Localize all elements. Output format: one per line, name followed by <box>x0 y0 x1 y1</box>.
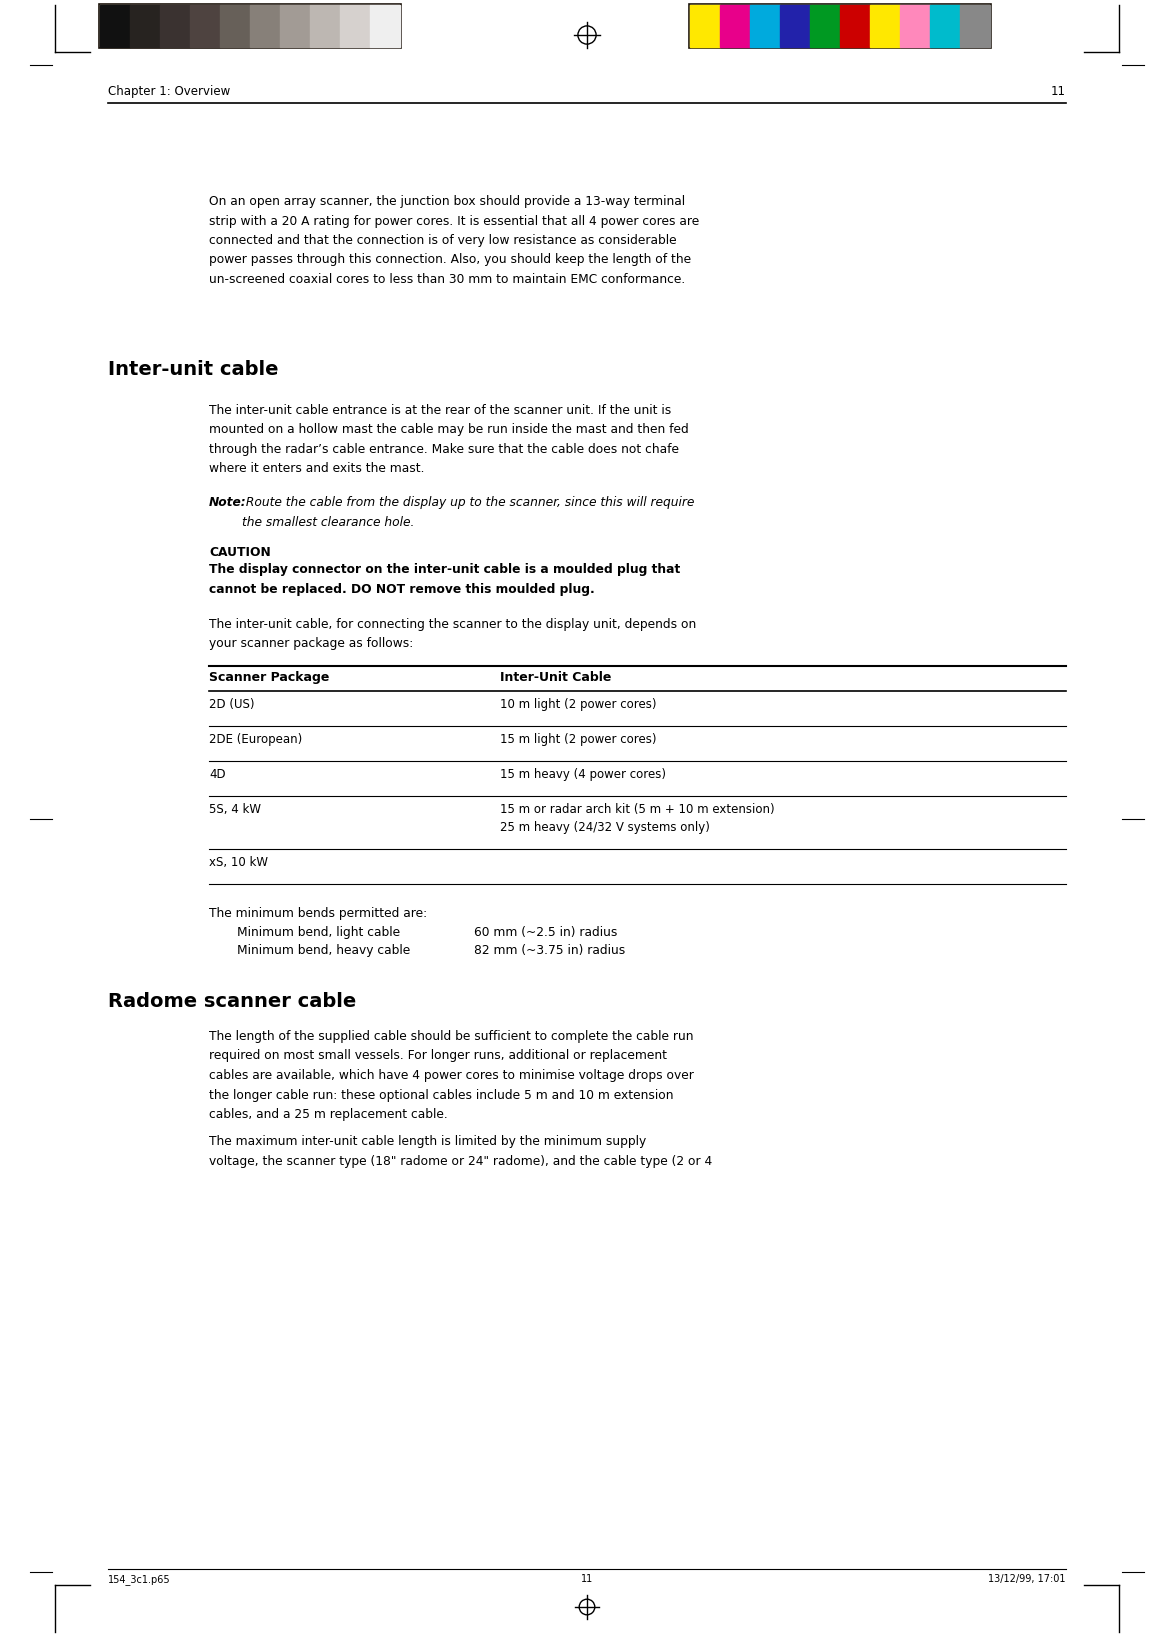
Text: The inter-unit cable, for connecting the scanner to the display unit, depends on: The inter-unit cable, for connecting the… <box>209 619 696 650</box>
Text: 15 m light (2 power cores): 15 m light (2 power cores) <box>500 733 656 746</box>
Text: 11: 11 <box>1051 85 1066 98</box>
Bar <box>190 5 220 47</box>
Text: Scanner Package: Scanner Package <box>209 671 330 684</box>
Text: The maximum inter-unit cable length is limited by the minimum supply
voltage, th: The maximum inter-unit cable length is l… <box>209 1134 713 1167</box>
Text: Chapter 1: Overview: Chapter 1: Overview <box>108 85 230 98</box>
Bar <box>99 3 402 47</box>
Text: Radome scanner cable: Radome scanner cable <box>108 992 356 1012</box>
Bar <box>220 5 250 47</box>
Text: 82 mm (~3.75 in) radius: 82 mm (~3.75 in) radius <box>474 945 626 958</box>
Text: The minimum bends permitted are:: The minimum bends permitted are: <box>209 907 427 920</box>
Text: 2DE (European): 2DE (European) <box>209 733 302 746</box>
Bar <box>310 5 340 47</box>
Bar <box>900 5 930 47</box>
Bar <box>810 5 841 47</box>
Text: 4D: 4D <box>209 768 225 781</box>
Text: Inter-Unit Cable: Inter-Unit Cable <box>500 671 612 684</box>
Bar <box>370 5 400 47</box>
Text: Inter-unit cable: Inter-unit cable <box>108 360 278 380</box>
Text: 13/12/99, 17:01: 13/12/99, 17:01 <box>989 1575 1066 1585</box>
Text: 15 m heavy (4 power cores): 15 m heavy (4 power cores) <box>500 768 666 781</box>
Text: On an open array scanner, the junction box should provide a 13-way terminal
stri: On an open array scanner, the junction b… <box>209 195 700 286</box>
Bar <box>750 5 780 47</box>
Text: 2D (US): 2D (US) <box>209 697 255 710</box>
Bar <box>720 5 750 47</box>
Text: CAUTION: CAUTION <box>209 547 271 558</box>
Text: The display connector on the inter-unit cable is a moulded plug that
cannot be r: The display connector on the inter-unit … <box>209 563 680 596</box>
Text: 5S, 4 kW: 5S, 4 kW <box>209 804 261 815</box>
Text: Route the cable from the display up to the scanner, since this will require
the : Route the cable from the display up to t… <box>242 496 694 529</box>
Text: xS, 10 kW: xS, 10 kW <box>209 856 268 869</box>
Text: The inter-unit cable entrance is at the rear of the scanner unit. If the unit is: The inter-unit cable entrance is at the … <box>209 404 689 475</box>
Bar <box>870 5 900 47</box>
Bar <box>690 5 720 47</box>
Bar <box>100 5 130 47</box>
Text: The length of the supplied cable should be sufficient to complete the cable run
: The length of the supplied cable should … <box>209 1030 694 1121</box>
Text: 154_3c1.p65: 154_3c1.p65 <box>108 1575 170 1585</box>
Text: Minimum bend, light cable: Minimum bend, light cable <box>237 927 400 940</box>
Bar <box>841 5 870 47</box>
Bar <box>340 5 370 47</box>
Bar <box>780 5 810 47</box>
Text: 15 m or radar arch kit (5 m + 10 m extension)
25 m heavy (24/32 V systems only): 15 m or radar arch kit (5 m + 10 m exten… <box>500 804 775 835</box>
Text: Note:: Note: <box>209 496 247 509</box>
Bar <box>689 3 991 47</box>
Bar <box>281 5 310 47</box>
Text: 60 mm (~2.5 in) radius: 60 mm (~2.5 in) radius <box>474 927 618 940</box>
Bar <box>960 5 990 47</box>
Bar <box>160 5 190 47</box>
Text: 11: 11 <box>581 1575 593 1585</box>
Bar <box>930 5 960 47</box>
Bar <box>130 5 160 47</box>
Text: Minimum bend, heavy cable: Minimum bend, heavy cable <box>237 945 410 958</box>
Text: 10 m light (2 power cores): 10 m light (2 power cores) <box>500 697 656 710</box>
Bar <box>250 5 281 47</box>
